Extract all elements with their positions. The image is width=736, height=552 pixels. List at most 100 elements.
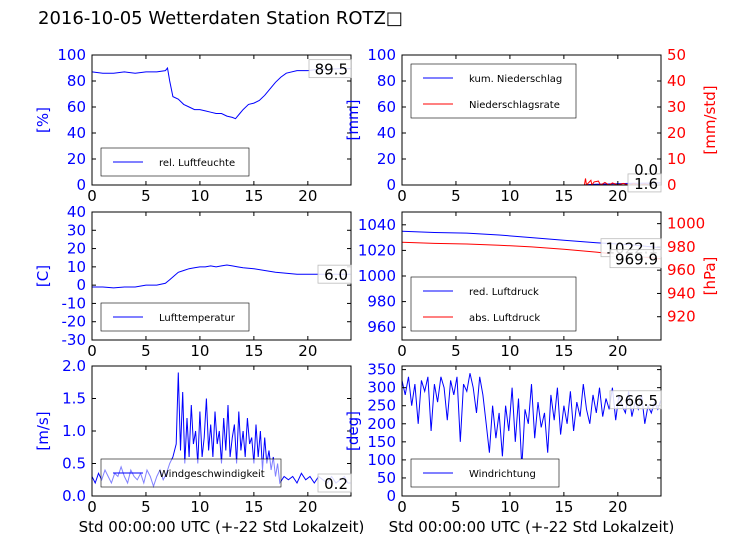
series-line-1	[92, 66, 351, 120]
second-value-label: 0.0	[634, 161, 658, 179]
legend-box	[410, 276, 577, 332]
x-tick-label: 10	[500, 187, 519, 205]
plot-frame	[401, 54, 662, 186]
legend-label: Windrichtung	[469, 469, 536, 480]
y-tick-label: 1020	[358, 241, 396, 259]
legend-label: red. Luftdruck	[469, 287, 539, 298]
y2-tick-label: 50	[667, 46, 686, 64]
y-tick-label: 0	[76, 176, 86, 194]
x-tick-label: 0	[87, 342, 97, 360]
legend-label: Niederschlagsrate	[469, 100, 560, 111]
y-tick-label: 150	[367, 433, 396, 451]
x-tick-label: 5	[451, 342, 461, 360]
y2-tick-label: 20	[667, 124, 686, 142]
x-tick-label: 10	[500, 342, 519, 360]
y2-tick-label: 940	[667, 284, 696, 302]
plot-frame	[91, 54, 352, 186]
x-tick-label: 0	[87, 498, 97, 516]
x-tick-label: 20	[298, 342, 317, 360]
y-tick-label: 20	[67, 240, 86, 258]
x-tick-label: 20	[608, 342, 627, 360]
y-tick-label: -20	[62, 313, 87, 331]
y-tick-label: 40	[67, 124, 86, 142]
y-tick-label: 100	[57, 46, 86, 64]
y2-tick-label: 920	[667, 308, 696, 326]
legend-label: Windgeschwindigkeit	[159, 469, 265, 480]
chart-panel-2: 0 5 10 15 20 0 20 40 60 80 100 0 10 20 30 40 50 [mm] [mm/s…	[344, 46, 719, 205]
x-axis-label: Std 00:00:00 UTC (+-22 Std Lokalzeit)	[389, 518, 675, 536]
x-tick-label: 15	[244, 498, 263, 516]
x-tick-label: 5	[451, 498, 461, 516]
series-line-2	[402, 178, 661, 185]
y-tick-label: -10	[62, 294, 87, 312]
y-tick-label: 10	[67, 258, 86, 276]
y-tick-label: 30	[67, 221, 86, 239]
y2-tick-label: 10	[667, 150, 686, 168]
legend: kum. Niederschlag Niederschlagsrate	[410, 63, 577, 119]
last-value-label-box	[627, 173, 662, 193]
last-value-label: 1.6	[634, 175, 658, 193]
y-tick-label: 60	[67, 98, 86, 116]
x-tick-label: 10	[500, 498, 519, 516]
x-tick-label: 5	[141, 342, 151, 360]
legend: Windrichtung	[410, 458, 560, 488]
last-value-label-box	[317, 264, 352, 284]
y2-tick-label: 0	[667, 176, 677, 194]
y-tick-label: 20	[377, 150, 396, 168]
y-tick-label: 50	[377, 469, 396, 487]
y-tick-label: 960	[367, 318, 396, 336]
second-value-label: 969.9	[615, 251, 658, 269]
chart-panel-1: 0 5 10 15 20 0 20 40 60 80 100 [%] 89.5 rel. Luftfeuc…	[34, 46, 352, 205]
chart-panel-5: 0 5 10 15 20 0.0 0.5 1.0 1.5 2.0 [m/s] Std 00:00:00…	[34, 357, 364, 536]
series-line-1	[92, 264, 351, 289]
last-value-label-box	[317, 473, 352, 493]
x-tick-label: 20	[298, 187, 317, 205]
x-tick-label: 15	[244, 342, 263, 360]
series-line-1	[402, 373, 661, 468]
y2-axis-label: [hPa]	[701, 257, 719, 296]
plot-frame	[401, 365, 662, 497]
y-tick-label: 1000	[358, 267, 396, 285]
x-tick-label: 15	[554, 498, 573, 516]
x-tick-label: 10	[190, 342, 209, 360]
y-axis-label: [%]	[34, 107, 52, 133]
y-tick-label: 2.0	[62, 357, 86, 375]
legend: rel. Luftfeuchte	[100, 147, 250, 177]
x-tick-label: 5	[451, 187, 461, 205]
x-tick-label: 5	[141, 187, 151, 205]
y-tick-label: 100	[367, 46, 396, 64]
second-value-label-box	[609, 249, 662, 269]
y-tick-label: 1.5	[62, 390, 86, 408]
y-tick-label: 80	[377, 72, 396, 90]
x-tick-label: 15	[244, 187, 263, 205]
x-tick-label: 0	[87, 187, 97, 205]
last-value-label: 6.0	[324, 266, 348, 284]
legend: Windgeschwindigkeit	[100, 458, 282, 488]
x-tick-label: 20	[608, 187, 627, 205]
x-tick-label: 15	[554, 342, 573, 360]
y-tick-label: 80	[67, 72, 86, 90]
legend-label: abs. Luftdruck	[469, 313, 540, 324]
y2-tick-label: 960	[667, 261, 696, 279]
y-tick-label: 40	[377, 124, 396, 142]
y-axis-label: [deg]	[344, 411, 362, 451]
last-value-label: 0.2	[324, 475, 348, 493]
y-tick-label: 0	[76, 276, 86, 294]
legend: Lufttemperatur	[100, 302, 250, 332]
legend: red. Luftdruck abs. Luftdruck	[410, 276, 577, 332]
x-tick-label: 20	[298, 498, 317, 516]
y-tick-label: 250	[367, 397, 396, 415]
last-value-label-box	[308, 59, 352, 79]
legend-label: kum. Niederschlag	[469, 74, 562, 85]
y-tick-label: 1040	[358, 216, 396, 234]
y2-tick-label: 30	[667, 98, 686, 116]
y-axis-label: [m/s]	[34, 411, 52, 450]
last-value-label-box	[609, 390, 662, 410]
legend-box	[410, 63, 577, 119]
chart-panel-4: 0 5 10 15 20 960 980 1000 1020 1040 920 940 960 980 10…	[358, 211, 719, 360]
figure-title: 2016-10-05 Wetterdaten Station ROTZ□	[38, 8, 403, 29]
y-tick-label: 40	[67, 203, 86, 221]
y2-axis-label: [mm/std]	[701, 85, 719, 154]
